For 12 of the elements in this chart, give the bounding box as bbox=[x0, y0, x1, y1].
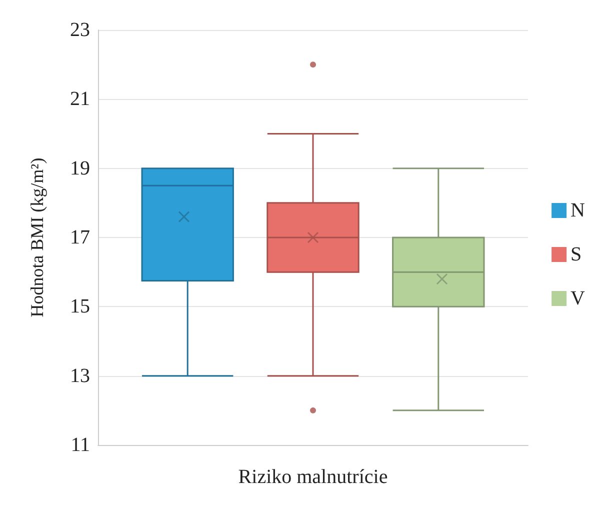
y-tick-label: 23 bbox=[70, 19, 90, 41]
legend-label: S bbox=[570, 244, 582, 266]
x-tick-label: Riziko malnutrície bbox=[238, 466, 388, 488]
y-tick-label: 13 bbox=[70, 364, 90, 387]
y-tick-label: 15 bbox=[70, 296, 90, 318]
legend-label: V bbox=[570, 288, 586, 310]
y-tick-label: 19 bbox=[70, 157, 90, 180]
y-tick-label: 21 bbox=[70, 88, 90, 110]
y-tick-label: 17 bbox=[70, 226, 90, 248]
y-tick-label: 11 bbox=[70, 434, 90, 456]
y-axis-title: Hodnota BMI (kg/m²) bbox=[27, 158, 47, 318]
legend-label: N bbox=[570, 200, 586, 222]
